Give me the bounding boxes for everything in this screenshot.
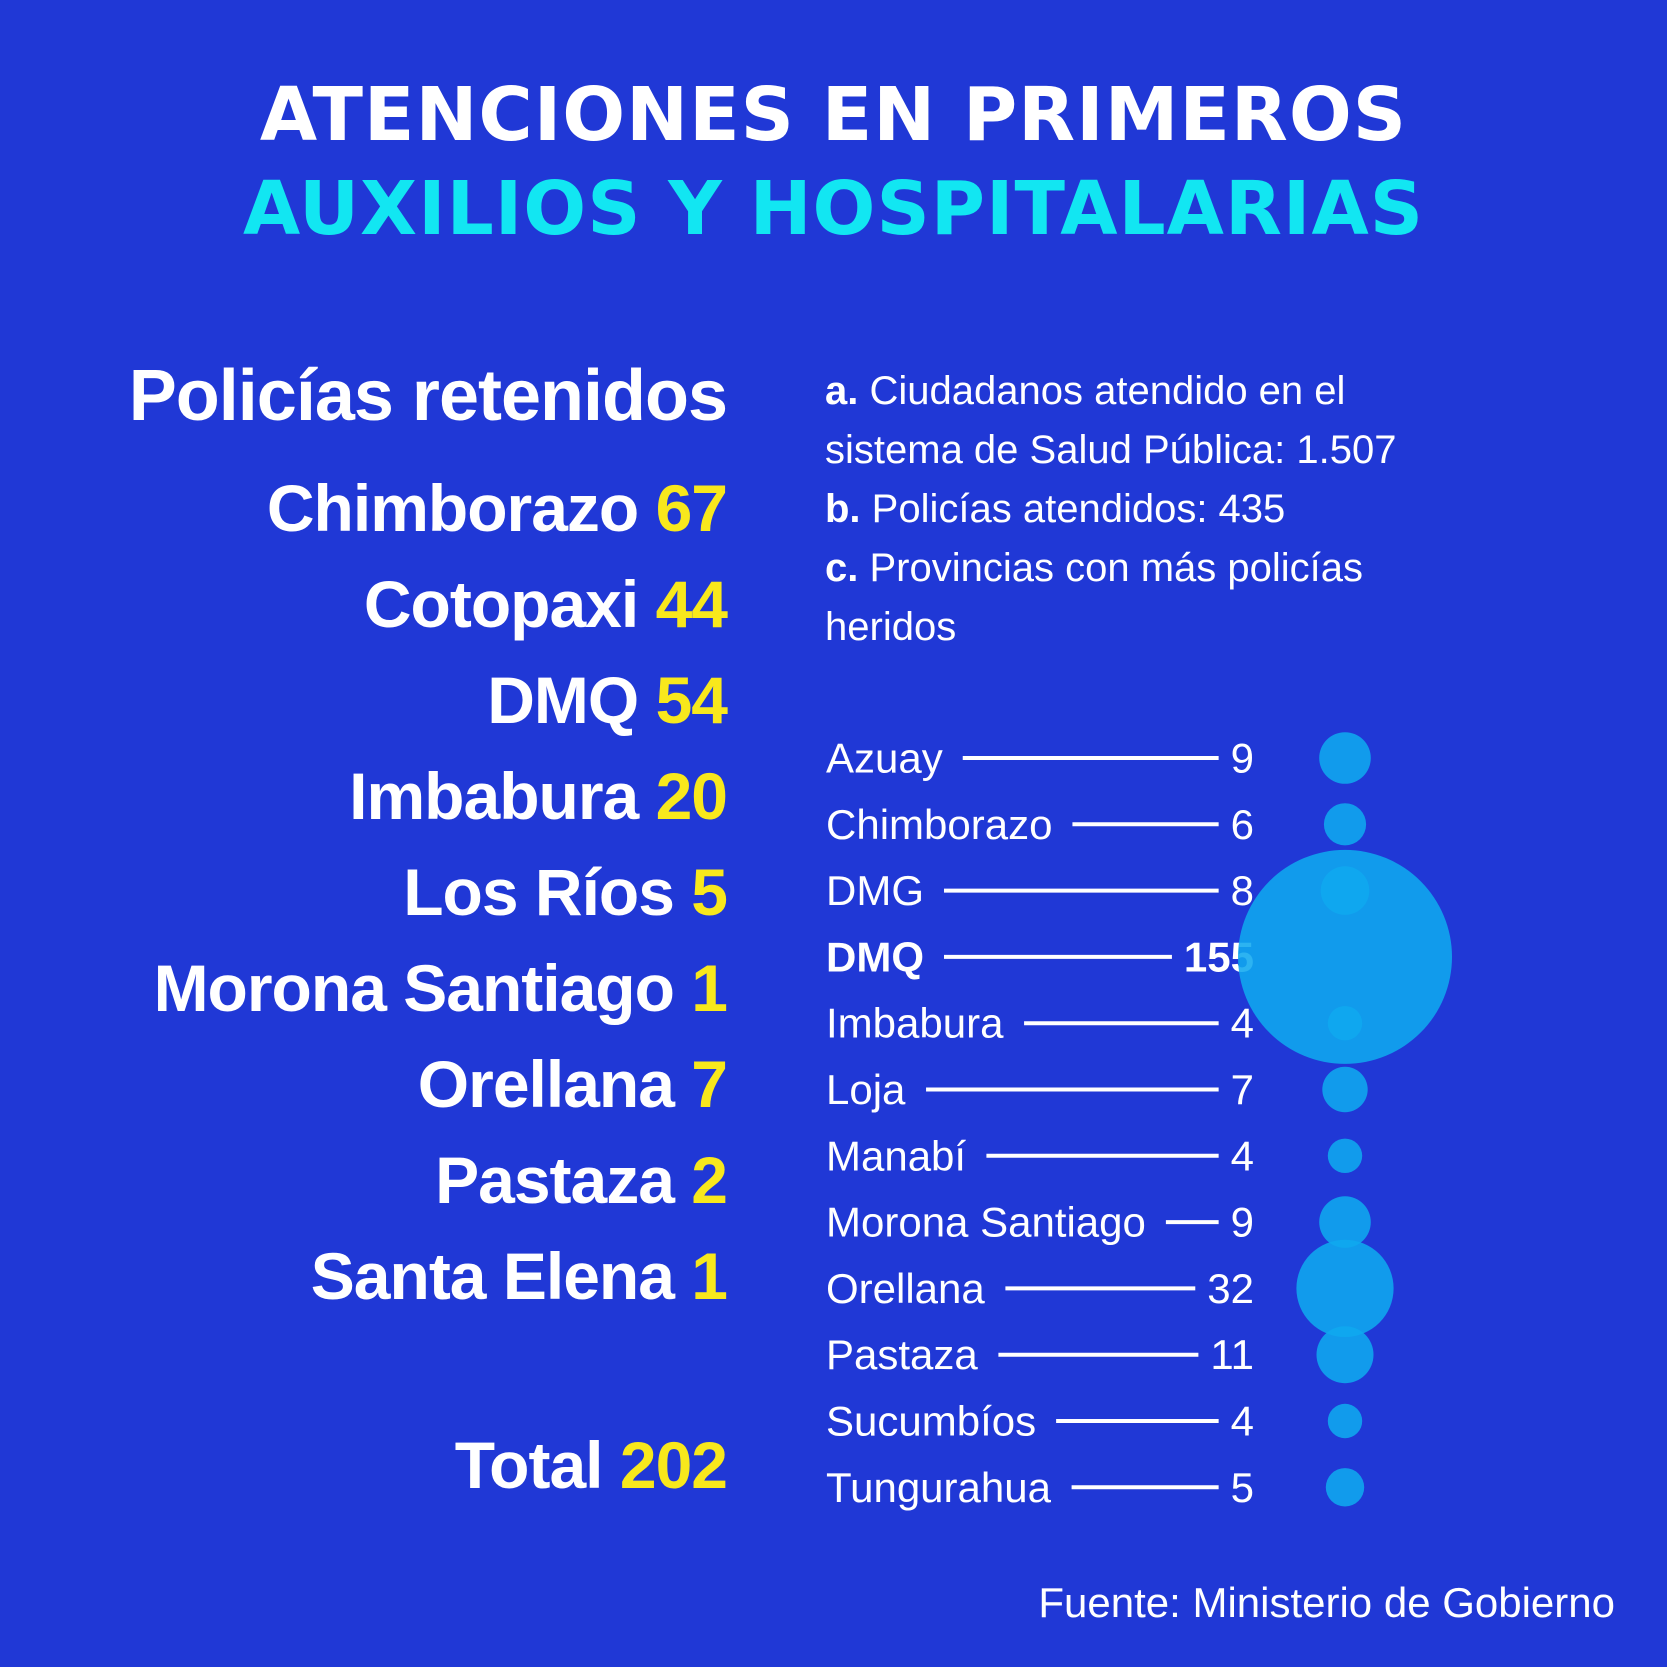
- retenidos-item: DMQ 54: [154, 652, 728, 748]
- note-item: b. Policías atendidos: 435: [825, 480, 1465, 539]
- source-note: Fuente: Ministerio de Gobierno: [1038, 1579, 1615, 1626]
- retenidos-item-name: Imbabura: [349, 759, 639, 833]
- note-letter: c.: [825, 546, 859, 590]
- bubble: [1327, 1403, 1363, 1439]
- notes: a. Ciudadanos atendido en el sistema de …: [825, 362, 1465, 657]
- total-value: 202: [619, 1428, 728, 1502]
- retenidos-item-name: Los Ríos: [403, 855, 675, 929]
- province-label: Pastaza: [826, 1331, 978, 1378]
- retenidos-item-name: Chimborazo: [266, 471, 639, 545]
- retenidos-heading: Policías retenidos: [128, 356, 728, 436]
- retenidos-item-value: 1: [691, 1239, 728, 1313]
- province-label: Chimborazo: [826, 801, 1052, 848]
- retenidos-item-value: 44: [655, 567, 728, 641]
- note-text: Ciudadanos atendido en el sistema de Sal…: [825, 369, 1397, 472]
- retenidos-item: Santa Elena 1: [154, 1228, 728, 1324]
- retenidos-item-value: 2: [691, 1143, 728, 1217]
- retenidos-item: Cotopaxi 44: [154, 556, 728, 652]
- province-value: 7: [1231, 1066, 1254, 1113]
- retenidos-total: Total 202: [455, 1432, 728, 1498]
- retenidos-item-value: 5: [691, 855, 728, 929]
- province-value: 9: [1231, 735, 1254, 782]
- retenidos-item-name: Morona Santiago: [153, 951, 675, 1025]
- retenidos-item-value: 7: [691, 1047, 728, 1121]
- note-letter: a.: [825, 369, 859, 413]
- province-label: Manabí: [826, 1132, 966, 1179]
- bubble: [1316, 1326, 1374, 1384]
- province-value: 9: [1231, 1199, 1254, 1246]
- retenidos-item: Imbabura 20: [154, 748, 728, 844]
- retenidos-item-name: Cotopaxi: [363, 567, 639, 641]
- province-value: 5: [1231, 1464, 1254, 1511]
- retenidos-item: Chimborazo 67: [154, 460, 728, 556]
- title-line-1: ATENCIONES EN PRIMEROS: [259, 72, 1408, 158]
- bubble: [1323, 803, 1367, 846]
- retenidos-item-name: Santa Elena: [310, 1239, 675, 1313]
- bubble: [1327, 1138, 1363, 1174]
- note-text: Policías atendidos: 435: [871, 487, 1286, 531]
- province-label: Azuay: [826, 735, 943, 782]
- province-label: Tungurahua: [826, 1464, 1052, 1511]
- retenidos-item-value: 1: [691, 951, 728, 1025]
- province-value: 6: [1231, 801, 1254, 848]
- bubble: [1296, 1239, 1394, 1337]
- province-label: DMQ: [826, 933, 924, 980]
- province-label: Loja: [826, 1066, 906, 1113]
- province-value: 4: [1231, 1398, 1254, 1445]
- retenidos-item: Los Ríos 5: [154, 844, 728, 940]
- bubble: [1319, 1196, 1371, 1248]
- note-text: Provincias con más policías heridos: [825, 546, 1364, 649]
- bubble: [1238, 849, 1452, 1064]
- note-item: c. Provincias con más policías heridos: [825, 539, 1465, 657]
- province-value: 8: [1231, 867, 1254, 914]
- retenidos-item-value: 20: [655, 759, 728, 833]
- retenidos-item-value: 54: [655, 663, 728, 737]
- bubble: [1322, 1066, 1368, 1113]
- note-letter: b.: [825, 487, 861, 531]
- retenidos-item: Orellana 7: [154, 1036, 728, 1132]
- retenidos-item: Pastaza 2: [154, 1132, 728, 1228]
- bubble: [1327, 1006, 1363, 1041]
- province-value: 11: [1210, 1331, 1254, 1378]
- retenidos-item-name: Pastaza: [435, 1143, 675, 1217]
- province-label: Sucumbíos: [826, 1398, 1036, 1445]
- bubble: [1325, 1468, 1365, 1507]
- retenidos-item-name: DMQ: [487, 663, 639, 737]
- province-value: 4: [1231, 1132, 1254, 1179]
- province-value: 32: [1207, 1265, 1254, 1312]
- province-label: DMG: [826, 867, 924, 914]
- retenidos-list: Chimborazo 67 Cotopaxi 44 DMQ 54 Imbabura 2…: [153, 460, 728, 1324]
- total-label: Total: [454, 1428, 604, 1502]
- retenidos-item: Morona Santiago 1: [153, 940, 728, 1036]
- province-value: 4: [1231, 1000, 1254, 1047]
- title-line-2: AUXILIOS Y HOSPITALARIAS: [242, 166, 1425, 252]
- retenidos-item-value: 67: [655, 471, 728, 545]
- province-label: Imbabura: [826, 1000, 1004, 1047]
- bubble: [1319, 732, 1371, 784]
- note-item: a. Ciudadanos atendido en el sistema de …: [825, 362, 1465, 480]
- province-label: Orellana: [826, 1265, 985, 1312]
- retenidos-item-name: Orellana: [417, 1047, 675, 1121]
- province-label: Morona Santiago: [826, 1199, 1146, 1246]
